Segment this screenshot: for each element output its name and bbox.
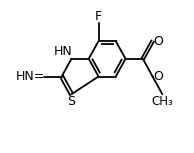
Text: HN=: HN= <box>16 70 45 83</box>
Text: O: O <box>153 35 163 48</box>
Text: HN: HN <box>54 45 72 58</box>
Text: S: S <box>68 95 75 108</box>
Text: CH₃: CH₃ <box>152 95 173 108</box>
Text: O: O <box>153 70 163 83</box>
Text: F: F <box>95 10 102 23</box>
